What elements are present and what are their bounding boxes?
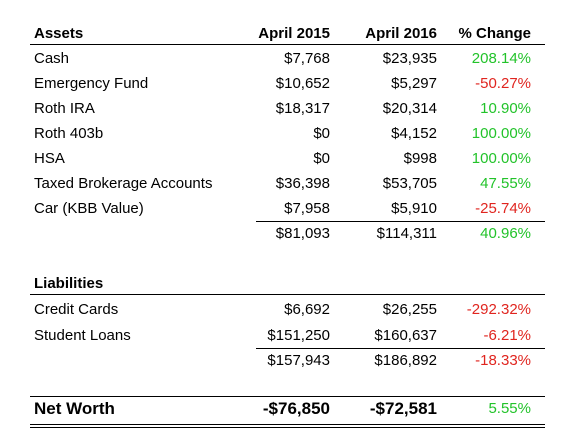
cell-value: 100.00% xyxy=(471,150,531,167)
cell-value: $18,317 xyxy=(275,100,330,117)
row-label: Emergency Fund xyxy=(34,75,149,92)
cell-value: -6.21% xyxy=(483,327,531,344)
rule xyxy=(30,424,545,425)
rule xyxy=(30,427,545,428)
rule xyxy=(30,294,545,295)
cell-value: -292.32% xyxy=(466,301,531,318)
cell-value: $5,297 xyxy=(391,75,437,92)
cell-value: $36,398 xyxy=(275,175,330,192)
net-worth-value: -$72,581 xyxy=(369,399,437,418)
column-header: April 2016 xyxy=(365,25,437,42)
cell-value: $0 xyxy=(313,150,330,167)
column-header: April 2015 xyxy=(258,25,330,42)
row-label: Roth IRA xyxy=(34,100,95,117)
cell-value: $7,958 xyxy=(284,200,330,217)
cell-value: $23,935 xyxy=(382,50,437,67)
rule xyxy=(256,221,545,222)
cell-value: 208.14% xyxy=(471,50,531,67)
cell-value: $7,768 xyxy=(284,50,330,67)
cell-value: $998 xyxy=(403,150,437,167)
cell-value: 100.00% xyxy=(471,125,531,142)
column-header: % Change xyxy=(458,25,531,42)
total-value: $157,943 xyxy=(267,352,330,369)
row-label: HSA xyxy=(34,150,65,167)
cell-value: $26,255 xyxy=(382,301,437,318)
cell-value: -25.74% xyxy=(475,200,531,217)
cell-value: $151,250 xyxy=(267,327,330,344)
total-value: 40.96% xyxy=(480,225,531,242)
net-worth-value: -$76,850 xyxy=(262,399,330,418)
row-label: Student Loans xyxy=(34,327,131,344)
column-header: Assets xyxy=(34,25,84,42)
cell-value: $10,652 xyxy=(275,75,330,92)
section-header: Liabilities xyxy=(34,275,104,292)
net-worth-label: Net Worth xyxy=(34,399,115,418)
rule xyxy=(30,44,545,45)
total-value: $186,892 xyxy=(374,352,437,369)
cell-value: $4,152 xyxy=(391,125,437,142)
rule xyxy=(30,396,545,397)
cell-value: $0 xyxy=(313,125,330,142)
total-value: -18.33% xyxy=(475,352,531,369)
cell-value: $160,637 xyxy=(374,327,437,344)
cell-value: 47.55% xyxy=(480,175,531,192)
net-worth-value: 5.55% xyxy=(488,400,531,417)
row-label: Car (KBB Value) xyxy=(34,200,144,217)
row-label: Roth 403b xyxy=(34,125,104,142)
cell-value: $5,910 xyxy=(391,200,437,217)
row-label: Credit Cards xyxy=(34,301,119,318)
row-label: Taxed Brokerage Accounts xyxy=(34,175,213,192)
cell-value: $20,314 xyxy=(382,100,437,117)
cell-value: $6,692 xyxy=(284,301,330,318)
cell-value: $53,705 xyxy=(382,175,437,192)
total-value: $81,093 xyxy=(275,225,330,242)
rule xyxy=(256,348,545,349)
cell-value: 10.90% xyxy=(480,100,531,117)
cell-value: -50.27% xyxy=(475,75,531,92)
row-label: Cash xyxy=(34,50,70,67)
total-value: $114,311 xyxy=(376,225,437,242)
